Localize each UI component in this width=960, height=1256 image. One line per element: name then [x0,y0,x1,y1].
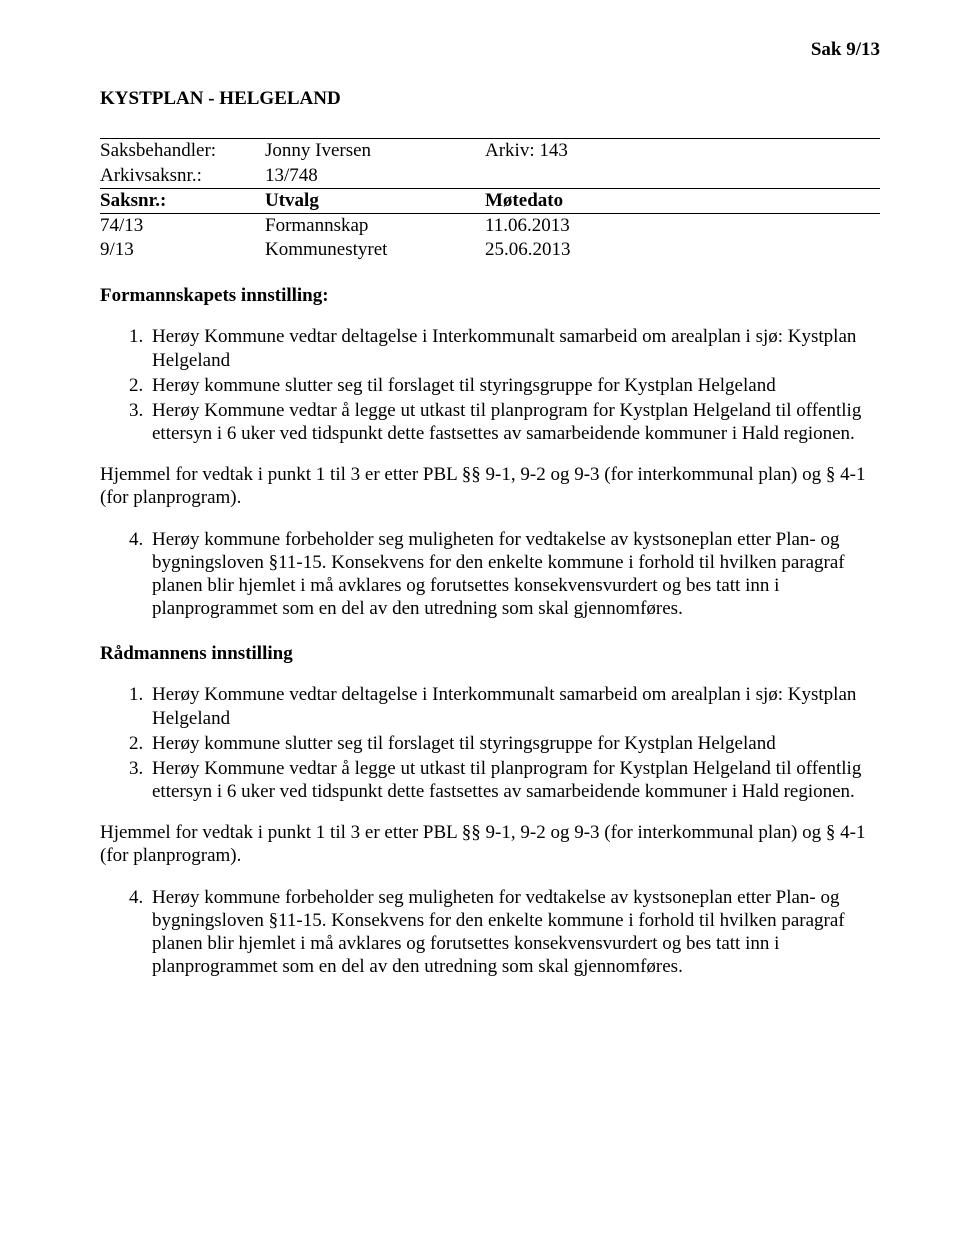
section1-hjemmel: Hjemmel for vedtak i punkt 1 til 3 er et… [100,463,880,509]
section2-hjemmel: Hjemmel for vedtak i punkt 1 til 3 er et… [100,821,880,867]
section2-list-cont: Herøy kommune forbeholder seg muligheten… [100,886,880,979]
sak-label: Sak 9/13 [100,38,880,61]
meta-row-utvalg: Kommunestyret [265,238,485,262]
utvalg-heading: Utvalg [265,188,485,213]
list-item: Herøy kommune slutter seg til forslaget … [148,732,880,755]
meta-row-dato: 11.06.2013 [485,213,880,238]
meta-row-saksnr: 74/13 [100,213,265,238]
motedato-heading: Møtedato [485,188,880,213]
meta-row-dato: 25.06.2013 [485,238,880,262]
saksbehandler-label: Saksbehandler: [100,139,265,164]
meta-row-saksnr: 9/13 [100,238,265,262]
document-title: KYSTPLAN - HELGELAND [100,87,880,110]
section1-heading: Formannskapets innstilling: [100,284,880,307]
section1-list-cont: Herøy kommune forbeholder seg muligheten… [100,528,880,621]
list-item: Herøy kommune forbeholder seg muligheten… [148,886,880,979]
arkivsaksnr-value: 13/748 [265,164,485,189]
section2-list: Herøy Kommune vedtar deltagelse i Interk… [100,683,880,803]
saksbehandler-value: Jonny Iversen [265,139,485,164]
meta-table: Saksbehandler: Jonny Iversen Arkiv: 143 … [100,138,880,262]
arkiv-value: Arkiv: 143 [485,139,880,164]
arkivsaksnr-label: Arkivsaksnr.: [100,164,265,189]
list-item: Herøy kommune forbeholder seg muligheten… [148,528,880,621]
list-item: Herøy Kommune vedtar å legge ut utkast t… [148,757,880,803]
meta-row-utvalg: Formannskap [265,213,485,238]
list-item: Herøy Kommune vedtar deltagelse i Interk… [148,683,880,729]
section1-list: Herøy Kommune vedtar deltagelse i Interk… [100,325,880,445]
list-item: Herøy Kommune vedtar deltagelse i Interk… [148,325,880,371]
list-item: Herøy Kommune vedtar å legge ut utkast t… [148,399,880,445]
section2-heading: Rådmannens innstilling [100,642,880,665]
list-item: Herøy kommune slutter seg til forslaget … [148,374,880,397]
saksnr-heading: Saksnr.: [100,188,265,213]
